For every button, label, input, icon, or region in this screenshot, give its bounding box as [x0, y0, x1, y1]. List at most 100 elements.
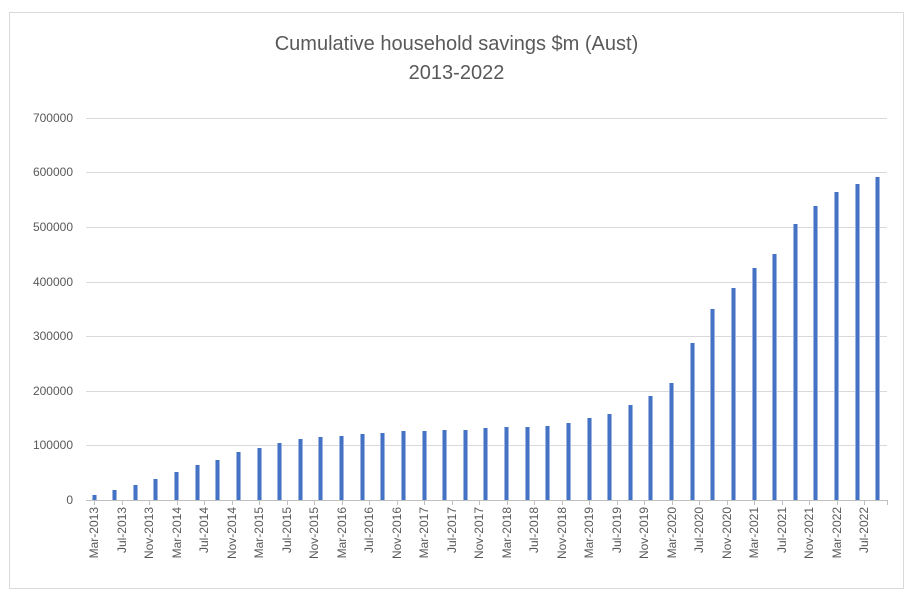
bar-Sep-2020	[710, 309, 716, 500]
bar-Mar-2020	[669, 383, 674, 500]
y-axis-label-500000: 500000	[32, 220, 73, 234]
bar-Mar-2017	[421, 431, 427, 500]
x-axis-tick-Mar-2013	[94, 500, 95, 505]
x-axis-tick-Nov-2013	[149, 500, 150, 505]
y-axis-label-0: 0	[66, 493, 73, 507]
x-axis-label-Jul-2017: Jul-2017	[444, 507, 459, 554]
bar-Jun-2018	[524, 427, 530, 500]
bar-Dec-2015	[318, 437, 324, 500]
bar-Mar-2022	[834, 192, 839, 500]
bar-Mar-2013	[91, 495, 97, 500]
x-axis-tick-Jul-2020	[699, 500, 700, 505]
x-axis-label-Mar-2016: Mar-2016	[334, 507, 349, 559]
bar-Jun-2015	[277, 443, 283, 500]
x-axis-tick-Jul-2018	[534, 500, 535, 505]
x-axis-tick-Jul-2015	[286, 500, 288, 505]
x-axis-tick-Mar-2021	[754, 500, 755, 505]
bar-Dec-2013	[153, 479, 159, 500]
x-axis-label-Nov-2021: Nov-2021	[802, 507, 816, 560]
x-axis-label-Mar-2015: Mar-2015	[252, 507, 266, 559]
bar-Dec-2016	[400, 431, 406, 500]
x-axis-label-Mar-2014: Mar-2014	[169, 507, 184, 559]
gridline-700000	[86, 117, 887, 119]
bar-Mar-2014	[174, 472, 179, 500]
bar-Sep-2021	[792, 224, 798, 500]
bar-Mar-2018	[504, 427, 509, 500]
x-axis-label-Nov-2018: Nov-2018	[554, 507, 569, 560]
bar-Mar-2021	[751, 268, 757, 500]
x-axis-label-Jul-2014: Jul-2014	[197, 507, 211, 554]
x-axis-tick-Mar-2022	[836, 500, 838, 505]
bar-Sep-2014	[215, 460, 221, 500]
x-axis-tick-Nov-2019	[644, 500, 645, 505]
bar-Dec-2017	[483, 428, 489, 500]
x-axis-label-Mar-2019: Mar-2019	[582, 507, 596, 559]
chart-frame: Cumulative household savings $m (Aust) 2…	[9, 12, 904, 589]
x-axis-label-Mar-2022: Mar-2022	[829, 507, 844, 559]
gridline-200000	[86, 390, 887, 392]
bar-Mar-2015	[256, 448, 262, 500]
y-axis-label-300000: 300000	[32, 329, 73, 344]
x-axis-label-Nov-2019: Nov-2019	[637, 507, 651, 560]
gridline-600000	[86, 172, 887, 174]
x-axis-label-Mar-2017: Mar-2017	[417, 507, 431, 559]
y-axis-label-600000: 600000	[32, 165, 73, 180]
x-axis-label-Mar-2018: Mar-2018	[499, 507, 514, 559]
x-axis-label-Jul-2020: Jul-2020	[692, 507, 706, 554]
x-axis-label-Jul-2016: Jul-2016	[362, 507, 376, 554]
x-axis-tick-Nov-2021	[809, 500, 810, 505]
x-axis-label-Jul-2022: Jul-2022	[857, 507, 871, 554]
bar-Dec-2021	[813, 206, 819, 500]
x-axis-line	[86, 500, 887, 501]
bar-Jun-2020	[689, 343, 695, 500]
x-axis-label-Mar-2013: Mar-2013	[87, 507, 101, 559]
gridline-500000	[86, 227, 887, 228]
x-axis-tick-Mar-2015	[259, 500, 260, 505]
gridline-300000	[86, 336, 887, 338]
bar-Mar-2019	[586, 418, 592, 500]
bar-Jun-2019	[607, 414, 613, 500]
bar-Jun-2016	[359, 434, 365, 500]
bar-Sep-2015	[297, 439, 303, 500]
x-axis-label-Jul-2021: Jul-2021	[774, 507, 789, 554]
bar-Dec-2019	[648, 396, 654, 500]
bar-Jun-2017	[442, 430, 448, 500]
x-axis-label-Nov-2020: Nov-2020	[719, 507, 734, 560]
x-axis-label-Jul-2018: Jul-2018	[527, 507, 541, 554]
x-axis-label-Jul-2019: Jul-2019	[609, 507, 624, 554]
bar-Dec-2020	[730, 288, 736, 500]
x-axis-label-Nov-2013: Nov-2013	[142, 507, 156, 560]
x-axis-tick-Mar-2019	[589, 500, 590, 505]
x-axis-tick-Nov-2014	[231, 500, 233, 505]
x-axis-tick-Mar-2018	[506, 500, 508, 505]
x-axis-label-Jul-2015: Jul-2015	[279, 507, 294, 554]
x-axis-tick-Jul-2014	[204, 500, 205, 505]
bar-Jun-2022	[854, 184, 860, 500]
bar-Sep-2019	[627, 405, 633, 500]
x-axis-tick-Jul-2022	[864, 500, 865, 505]
x-axis-tick-Jul-2021	[781, 500, 783, 505]
x-axis-label-Nov-2014: Nov-2014	[224, 507, 239, 560]
x-axis-tick-Mar-2014	[176, 500, 178, 505]
x-axis-tick-Nov-2015	[314, 500, 315, 505]
bar-Sep-2017	[462, 430, 468, 500]
chart-title-line-2: 2013-2022	[408, 62, 505, 84]
x-axis-label-Nov-2015: Nov-2015	[307, 507, 321, 560]
bar-Sep-2013	[132, 485, 138, 500]
bar-Dec-2014	[235, 452, 241, 500]
x-axis-tick-Mar-2020	[671, 500, 673, 505]
y-axis-label-100000: 100000	[32, 438, 73, 453]
plot-area: 0 100000 200000 300000 400000 500000 600000 700…	[10, 13, 903, 588]
x-axis-tick-Mar-2017	[424, 500, 425, 505]
x-axis-label-Mar-2021: Mar-2021	[747, 507, 761, 559]
bar-Mar-2016	[339, 436, 344, 500]
bar-Sep-2016	[380, 433, 386, 500]
gridline-400000	[86, 281, 887, 283]
x-axis-label-Jul-2013: Jul-2013	[114, 507, 129, 554]
bar-Jun-2013	[112, 490, 118, 500]
x-axis-tick-end	[887, 500, 888, 505]
bar-Dec-2018	[565, 423, 571, 500]
x-axis-tick-Jul-2016	[369, 500, 370, 505]
x-axis-tick-Jul-2019	[616, 500, 618, 505]
x-axis-tick-Nov-2020	[726, 500, 728, 505]
